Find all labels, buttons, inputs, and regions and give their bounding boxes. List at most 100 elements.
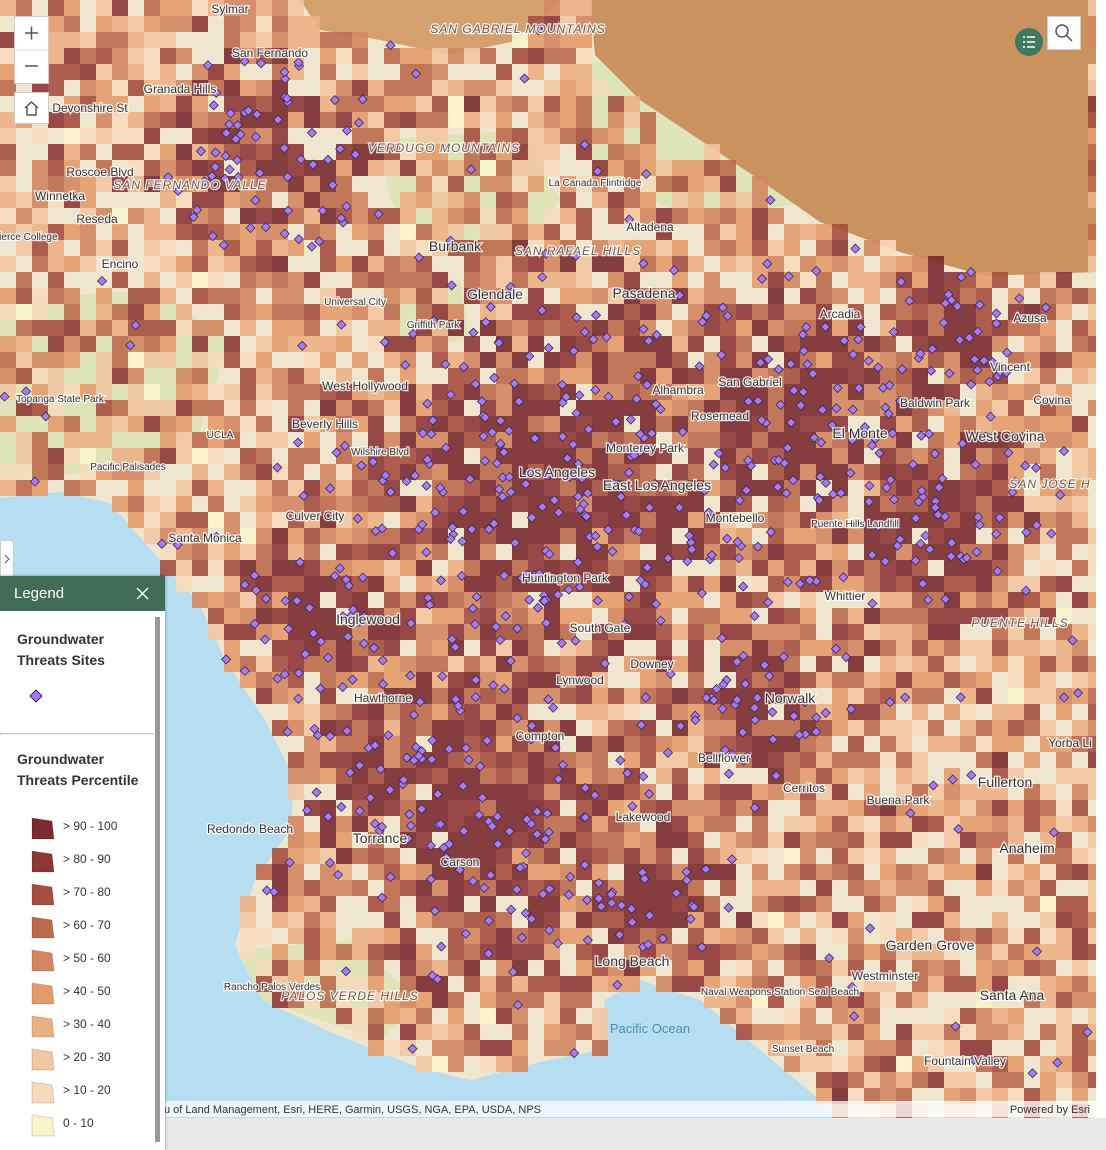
site xyxy=(445,533,456,545)
tract xyxy=(976,800,992,816)
site xyxy=(827,420,838,431)
tract xyxy=(80,336,96,352)
site xyxy=(682,556,693,567)
tract xyxy=(432,496,448,512)
tract xyxy=(464,128,480,144)
tract xyxy=(496,736,512,752)
tract xyxy=(944,608,960,624)
tract xyxy=(608,640,624,656)
tract xyxy=(1072,960,1088,976)
site xyxy=(232,155,243,166)
tract xyxy=(640,384,656,400)
tract xyxy=(656,848,672,864)
tract xyxy=(864,384,880,400)
tract xyxy=(256,240,272,256)
expand-tab[interactable] xyxy=(0,540,14,578)
tract xyxy=(544,848,560,864)
tract xyxy=(416,496,432,512)
tract xyxy=(352,768,368,784)
tract xyxy=(544,416,560,432)
tract xyxy=(1040,352,1056,368)
tract xyxy=(800,816,816,832)
site xyxy=(1058,446,1070,457)
tract xyxy=(464,960,480,976)
tract xyxy=(384,80,400,96)
tract xyxy=(1008,656,1024,672)
tract xyxy=(1088,112,1096,128)
site xyxy=(220,150,231,162)
tract xyxy=(720,592,736,608)
tract xyxy=(336,832,352,848)
tract xyxy=(400,336,416,352)
legend-class: > 40 - 50 xyxy=(0,976,154,1009)
tract xyxy=(432,144,448,160)
tract xyxy=(880,608,896,624)
tract xyxy=(544,368,560,384)
tract xyxy=(768,288,784,304)
site xyxy=(752,395,764,406)
site xyxy=(413,252,425,263)
site xyxy=(537,272,548,283)
tract xyxy=(304,832,320,848)
tract xyxy=(272,512,288,528)
tract xyxy=(96,320,112,336)
tract xyxy=(224,400,240,416)
site xyxy=(250,195,261,206)
tract xyxy=(1056,496,1072,512)
tract xyxy=(656,656,672,672)
place-label: Glendale xyxy=(467,286,523,302)
site xyxy=(923,594,934,605)
tract xyxy=(544,992,560,1008)
tract xyxy=(176,80,192,96)
tract xyxy=(384,304,400,320)
tract xyxy=(416,848,432,864)
powered-by[interactable]: Powered by Esri xyxy=(1010,1104,1090,1116)
site xyxy=(873,521,884,532)
tract xyxy=(96,240,112,256)
tract xyxy=(544,912,560,928)
site xyxy=(322,652,334,663)
tract xyxy=(704,800,720,816)
zoom-in[interactable] xyxy=(25,26,38,40)
site xyxy=(677,426,688,437)
tract xyxy=(720,944,736,960)
tract xyxy=(320,976,336,992)
tract xyxy=(752,784,768,800)
tract xyxy=(992,384,1008,400)
tract xyxy=(800,480,816,496)
tract xyxy=(592,736,608,752)
tract xyxy=(784,736,800,752)
home-button[interactable] xyxy=(14,92,49,124)
legend-close[interactable] xyxy=(136,587,149,600)
search-button[interactable] xyxy=(1047,16,1081,50)
tract xyxy=(384,1008,400,1024)
tract xyxy=(592,704,608,720)
site xyxy=(811,726,822,737)
tract xyxy=(528,528,544,544)
tract xyxy=(352,272,368,288)
tract xyxy=(256,0,272,16)
tract xyxy=(368,384,384,400)
tract xyxy=(336,816,352,832)
site xyxy=(347,674,358,685)
layer-list-button[interactable] xyxy=(1014,27,1044,57)
tract xyxy=(928,256,944,272)
tract xyxy=(688,368,704,384)
site xyxy=(427,970,438,981)
tract xyxy=(368,752,384,768)
tract xyxy=(768,544,784,560)
tract xyxy=(272,368,288,384)
tract xyxy=(688,864,704,880)
tract xyxy=(448,592,464,608)
site xyxy=(675,721,686,732)
site xyxy=(474,761,486,772)
site xyxy=(380,470,391,481)
scrollbar[interactable] xyxy=(155,617,160,1142)
tract xyxy=(512,48,528,64)
tract xyxy=(528,864,544,880)
tract xyxy=(528,576,544,592)
tract xyxy=(704,768,720,784)
site xyxy=(199,176,210,187)
tract xyxy=(640,192,656,208)
